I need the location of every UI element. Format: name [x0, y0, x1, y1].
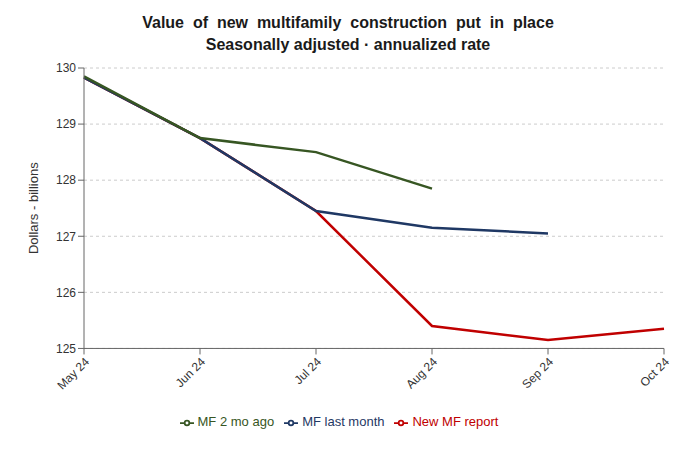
- svg-text:Jul 24: Jul 24: [292, 354, 325, 387]
- svg-text:129: 129: [56, 117, 76, 131]
- html-text:MF 2 mo ago: MF 2 mo ago: [197, 414, 275, 430]
- svg-text:126: 126: [56, 286, 76, 300]
- svg-text:Sep 24: Sep 24: [519, 354, 556, 391]
- svg-text:128: 128: [56, 173, 76, 187]
- svg-text:May 24: May 24: [54, 354, 92, 392]
- svg-text:Oct 24: Oct 24: [637, 354, 672, 389]
- svg-text:125: 125: [56, 342, 76, 356]
- svg-text:Aug 24: Aug 24: [403, 354, 440, 391]
- html-text:MF last month: MF last month: [302, 414, 385, 430]
- html-text:Value of new multifamily const: Value of new multifamily construction pu…: [142, 14, 554, 31]
- html-text:New MF report: New MF report: [412, 414, 499, 430]
- svg-text:Dollars - billions: Dollars - billions: [26, 162, 41, 254]
- html-text:Seasonally adjusted · annualiz: Seasonally adjusted · annualized rate: [205, 36, 491, 53]
- svg-text:127: 127: [56, 230, 76, 244]
- svg-text:Jun 24: Jun 24: [173, 354, 209, 390]
- svg-text:130: 130: [56, 61, 76, 75]
